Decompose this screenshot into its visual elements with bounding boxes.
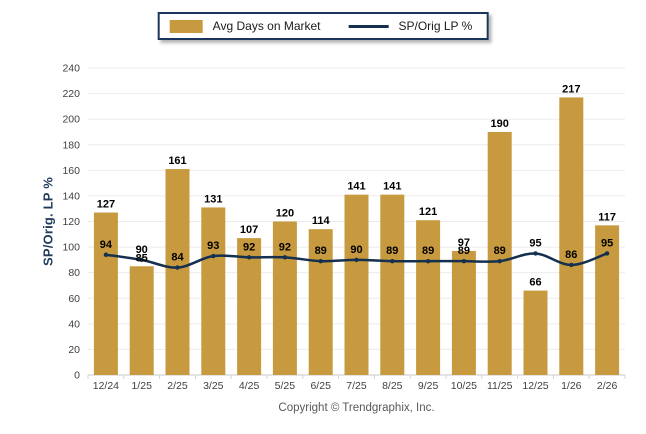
y-tick-label: 240	[62, 63, 80, 75]
x-tick-label: 11/25	[487, 380, 513, 392]
line-value-label: 89	[315, 245, 327, 257]
x-tick-label: 9/25	[418, 380, 439, 392]
y-tick-label: 200	[62, 114, 80, 126]
bar-value-label: 141	[347, 181, 365, 193]
bar-value-label: 161	[168, 155, 186, 167]
line-point	[533, 251, 538, 256]
bar	[487, 131, 512, 375]
line-value-label: 89	[494, 245, 506, 257]
bar-value-label: 107	[240, 224, 258, 236]
line-value-label: 92	[243, 241, 255, 253]
bar-value-label: 217	[562, 83, 580, 95]
line-point	[246, 255, 252, 260]
bar-value-label: 117	[598, 211, 616, 223]
line-point	[354, 257, 359, 263]
line-point	[425, 258, 431, 264]
line-value-label: 89	[458, 245, 470, 257]
legend-bar-label: Avg Days on Market	[212, 19, 321, 33]
line-point	[569, 262, 574, 268]
line-point	[604, 251, 610, 256]
y-tick-label: 0	[74, 370, 80, 382]
x-tick-label: 1/25	[131, 380, 152, 392]
bar	[165, 169, 190, 375]
y-tick-label: 40	[68, 318, 80, 330]
bar	[380, 194, 405, 375]
line-point	[139, 257, 144, 263]
y-tick-label: 160	[62, 165, 80, 177]
y-tick-label: 100	[62, 242, 80, 254]
line-point	[282, 255, 288, 260]
bar	[595, 225, 620, 375]
y-tick-label: 60	[68, 293, 80, 305]
bar-value-label: 97	[458, 237, 470, 249]
x-tick-label: 1/26	[561, 380, 582, 392]
y-tick-label: 180	[62, 139, 80, 151]
line-point	[461, 258, 467, 264]
bar	[93, 212, 118, 375]
bar	[451, 250, 476, 375]
bar-value-label: 131	[204, 193, 222, 205]
bar	[308, 229, 333, 375]
line-point	[175, 265, 180, 270]
bar-value-label: 114	[312, 215, 331, 227]
line-value-label: 95	[529, 237, 541, 249]
y-tick-label: 80	[68, 267, 80, 279]
bar	[344, 194, 369, 375]
line-value-label: 84	[171, 252, 184, 264]
line-point	[390, 258, 395, 264]
legend-line-label: SP/Orig LP %	[398, 19, 473, 33]
x-tick-label: 12/24	[93, 380, 119, 392]
bar-value-label: 121	[419, 206, 437, 218]
line-point	[318, 258, 323, 264]
x-tick-label: 4/25	[239, 380, 260, 392]
line-series-swatch-icon	[348, 24, 389, 28]
bar	[523, 290, 548, 375]
bar-value-label: 141	[383, 181, 401, 193]
x-tick-label: 7/25	[346, 380, 367, 392]
x-tick-label: 6/25	[310, 380, 331, 392]
bar	[559, 97, 584, 375]
y-tick-label: 20	[68, 344, 80, 356]
copyright-text: Copyright © Trendgraphix, Inc.	[278, 402, 435, 414]
bar-series-swatch-icon	[169, 19, 203, 33]
line-point	[497, 258, 502, 264]
x-tick-label: 12/25	[522, 380, 548, 392]
bar	[201, 207, 226, 375]
bar-value-label: 127	[97, 199, 115, 211]
line-value-label: 92	[279, 241, 291, 253]
line-point	[211, 253, 216, 259]
line-point	[103, 252, 109, 257]
y-tick-label: 140	[62, 190, 80, 202]
bar	[129, 266, 154, 375]
bar	[237, 238, 262, 375]
x-tick-label: 5/25	[275, 380, 296, 392]
bar-value-label: 85	[136, 252, 148, 264]
x-tick-label: 3/25	[203, 380, 224, 392]
x-tick-label: 10/25	[451, 380, 477, 392]
bar	[272, 221, 297, 375]
bar	[416, 220, 441, 375]
line-value-label: 94	[100, 239, 113, 251]
bar-value-label: 66	[529, 277, 541, 289]
y-tick-label: 220	[62, 88, 80, 100]
line-value-label: 90	[350, 244, 362, 256]
line-value-label: 95	[601, 237, 613, 249]
line-value-label: 89	[422, 245, 434, 257]
bar-value-label: 190	[491, 118, 509, 130]
line-value-label: 93	[207, 240, 219, 252]
x-tick-label: 8/25	[382, 380, 403, 392]
y-tick-label: 120	[62, 216, 80, 228]
x-tick-label: 2/26	[597, 380, 618, 392]
y-axis-title: SP/Orig. LP %	[40, 176, 56, 267]
line-value-label: 89	[386, 245, 398, 257]
line-value-label: 86	[565, 249, 577, 261]
chart-legend: Avg Days on Market SP/Orig LP %	[157, 12, 489, 40]
line-value-label: 90	[136, 244, 148, 256]
x-tick-label: 2/25	[167, 380, 188, 392]
bar-value-label: 120	[276, 208, 294, 220]
